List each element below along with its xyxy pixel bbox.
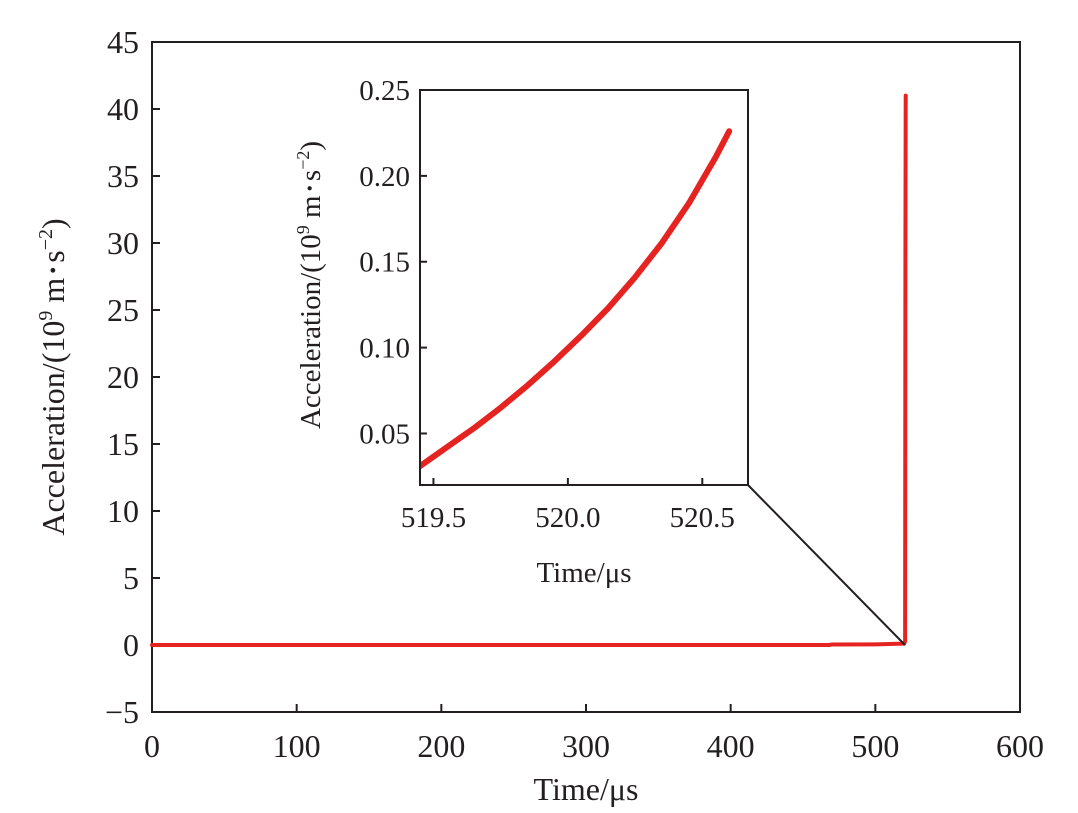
inset-y-axis-title-dot: • [300,185,320,191]
main-y-tick-label: 5 [123,560,139,596]
main-x-tick-label: 0 [144,728,160,764]
inset-y-axis-title-base: Acceleration/(10 [295,234,327,429]
main-y-tick-label: 40 [107,91,139,127]
inset-y-tick-label: 0.05 [359,418,410,450]
main-x-tick-label: 200 [417,728,465,764]
inset-y-axis: 0.05 0.10 0.15 0.20 0.25 [359,75,427,450]
inset-y-axis-title-exponent: 9 [293,225,313,234]
inset-x-axis: 519.5 520.0 520.5 [401,478,735,534]
inset-y-axis-title: Acceleration/(109 m • s−2) [293,141,327,429]
inset-y-tick-label: 0.25 [359,75,410,107]
inset-series-line-0 [420,128,733,470]
main-y-tick-label: −5 [105,694,139,730]
inset-x-tick-label: 520.5 [670,502,735,534]
main-y-axis-title-base: Acceleration/(10 [35,321,71,536]
inset-y-axis-title-s-exponent: −2 [293,151,313,170]
main-y-tick-label: 45 [107,24,139,60]
inset-x-tick-label: 519.5 [401,502,466,534]
main-y-axis-title-unit-m: m [35,278,71,311]
inset-series-group [420,128,733,470]
main-plot: 0 100 200 300 400 500 600 −5051015202530354045… [35,24,1044,807]
main-y-tick-label: 30 [107,225,139,261]
inset-plot-frame [419,89,749,486]
main-x-tick-label: 400 [707,728,755,764]
main-y-tick-label: 35 [107,158,139,194]
main-y-tick-label: 20 [107,359,139,395]
main-y-tick-label: 15 [107,426,139,462]
main-y-axis-title-unit-s: s [35,250,71,262]
main-x-axis: 0 100 200 300 400 500 600 [144,704,1044,764]
main-y-tick-label: 10 [107,493,139,529]
inset-x-tick-label: 520.0 [535,502,600,534]
inset-y-tick-label: 0.10 [359,333,410,365]
main-y-axis-title-close: ) [35,218,71,229]
main-series-line-0 [150,93,908,647]
main-x-axis-title: Time/μs [534,771,639,807]
main-y-axis-title-dot: • [43,267,65,274]
inset-x-axis-title: Time/μs [536,557,631,589]
main-y-tick-label: 25 [107,292,139,328]
main-y-axis-title: Acceleration/(109 m • s−2) [35,218,71,535]
inset-plot: 519.5 520.0 520.5 0.05 0.10 0.15 0.20 0.25 Tim… [293,75,749,589]
inset-y-tick-label: 0.20 [359,161,410,193]
inset-y-axis-title-close: ) [295,141,327,151]
inset-plot-background [420,90,748,485]
main-y-tick-label: 0 [123,627,139,663]
main-y-axis-title-s-exponent: −2 [35,229,57,250]
main-x-tick-label: 600 [996,728,1044,764]
main-x-tick-label: 300 [562,728,610,764]
main-x-tick-label: 100 [273,728,321,764]
inset-y-tick-label: 0.15 [359,247,410,279]
main-y-axis: −5 0 5 10 15 20 25 30 35 40 45 [105,24,160,730]
main-x-tick-label: 500 [851,728,899,764]
main-y-axis-title-exponent: 9 [35,311,57,321]
zoom-connector-line [747,484,906,646]
inset-y-axis-title-unit-s: s [295,170,327,181]
main-series-group [150,93,908,647]
inset-y-axis-title-unit-m: m [295,195,327,225]
